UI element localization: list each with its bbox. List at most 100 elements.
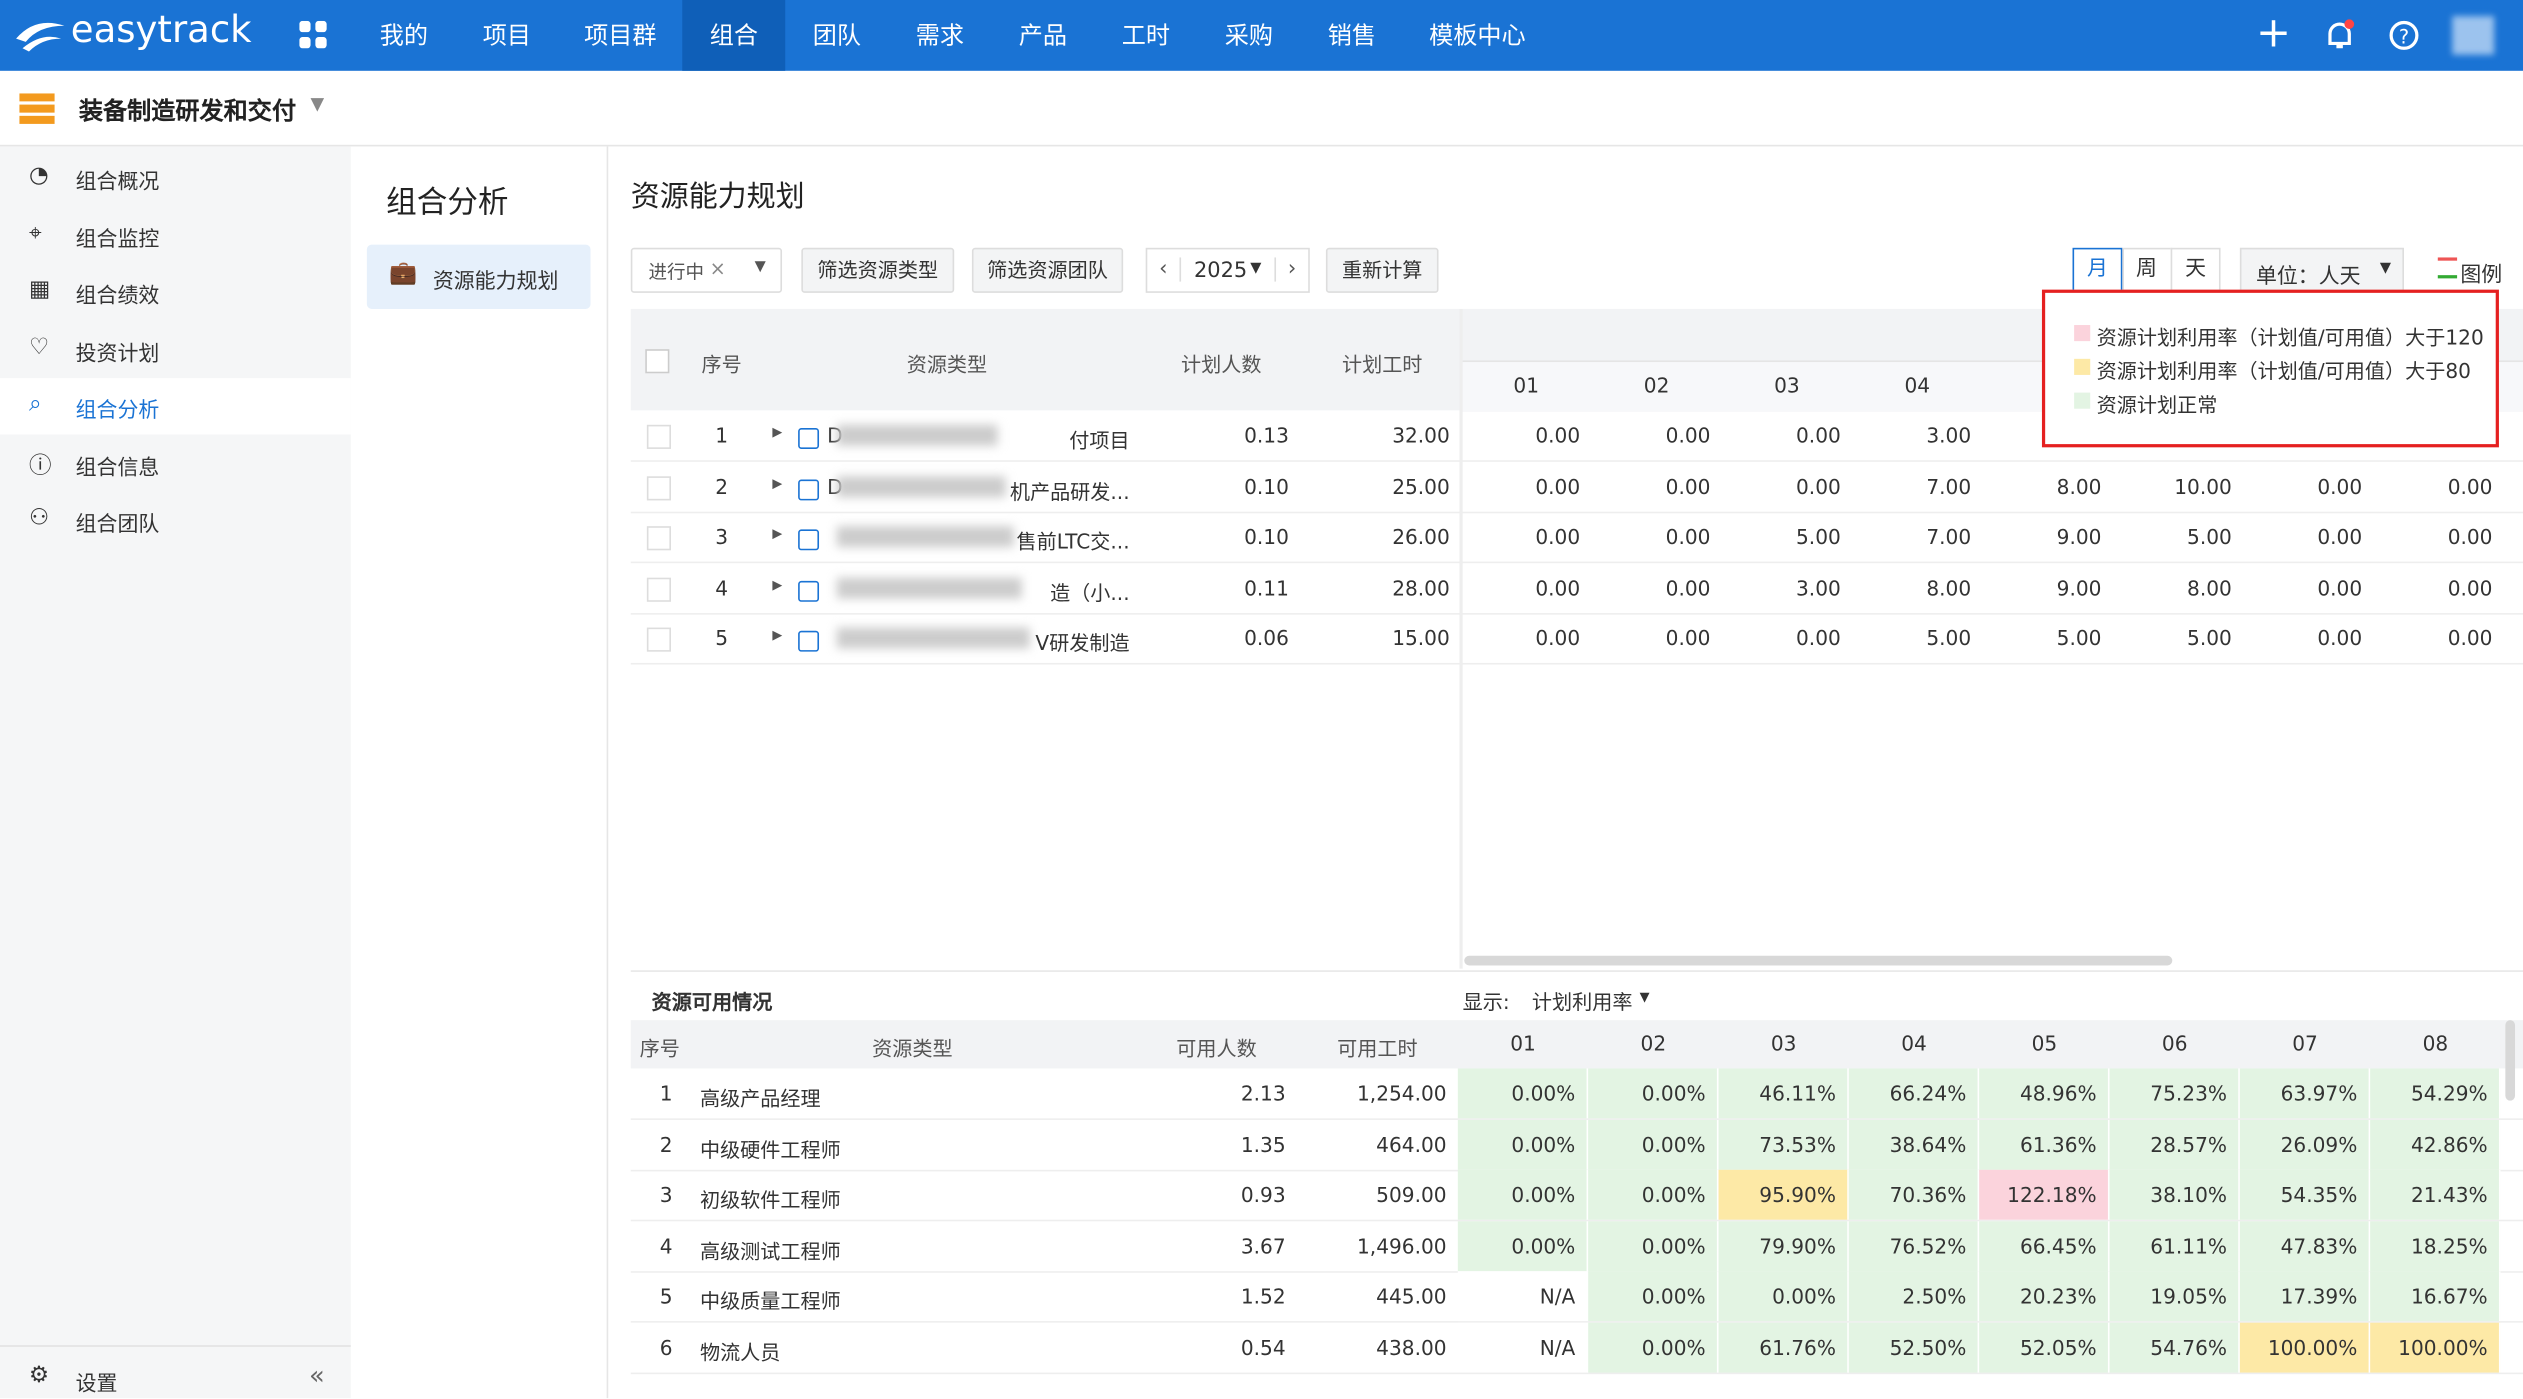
planned-people: 0.10 (1244, 524, 1289, 549)
month-value: 0.00 (1535, 625, 1581, 651)
nav-item[interactable]: 模板中心 (1429, 20, 1526, 50)
planned-hours: 28.00 (1392, 575, 1450, 600)
planned-people: 0.11 (1244, 575, 1289, 600)
sidebar-item[interactable]: ◔ 组合概况 (0, 150, 351, 206)
help-icon[interactable]: ? (2388, 19, 2420, 51)
logo-text: easytrack (70, 9, 252, 52)
nav-item[interactable]: 采购 (1224, 20, 1274, 50)
nav-item[interactable]: 我的 (379, 20, 429, 50)
row-index: 5 (659, 1284, 673, 1309)
workspace-name[interactable]: 装备制造研发和交付 (78, 96, 297, 126)
briefcase-icon: 💼 (389, 260, 418, 287)
year-picker[interactable]: ‹ 2025 ▼ › (1145, 247, 1310, 293)
sidebar-item[interactable]: ⓘ 组合信息 (0, 435, 351, 491)
resource-type: 中级硬件工程师 (699, 1136, 841, 1161)
recalc-button[interactable]: 重新计算 (1325, 247, 1439, 293)
column-header: 序号 (701, 352, 742, 377)
utilization-cell: 20.23% (1979, 1271, 2110, 1322)
avatar[interactable] (2452, 16, 2495, 55)
v-scrollbar[interactable] (2505, 1020, 2516, 1101)
checkbox[interactable] (646, 526, 671, 551)
section-divider (630, 970, 2523, 972)
status-filter[interactable]: 进行中 × ▼ (630, 247, 783, 293)
dropdown-arrow[interactable]: ▼ (310, 93, 325, 115)
expand-arrow[interactable]: ▶ (772, 627, 783, 643)
month-value: 0.00 (1665, 625, 1711, 651)
tag-close: × (709, 257, 726, 280)
bell-icon[interactable] (2324, 19, 2356, 51)
nav-item[interactable]: 组合 (682, 0, 786, 71)
checkbox[interactable] (646, 424, 671, 449)
legend-button[interactable]: 图例 (2460, 263, 2503, 289)
expand-arrow[interactable]: ▶ (772, 576, 783, 592)
expand-arrow[interactable]: ▶ (772, 424, 783, 440)
sidebar-item[interactable]: ⌕ 组合分析 (0, 378, 351, 435)
utilization-cell: 18.25% (2370, 1220, 2501, 1271)
sidebar: ⚙ 设置 « ◔ 组合概况 ⌖ 组合监控 ▦ 组合绩效 ♡ 投资计划 ⌕ 组合分析 ⓘ 组合信息 ⚇ 组合… (0, 146, 351, 1399)
nav-item[interactable]: 项目群 (584, 20, 657, 50)
subnav-item[interactable]: 💼 资源能力规划 (366, 244, 591, 309)
utilization-cell: 95.90% (1718, 1169, 1849, 1220)
display-select[interactable]: 计划利用率 (1531, 989, 1633, 1014)
utilization-cell: 0.00% (1457, 1119, 1589, 1170)
month-value: 0.00 (1796, 473, 1841, 499)
expand-arrow[interactable]: ▶ (772, 526, 783, 541)
nav-item[interactable]: 需求 (915, 20, 965, 50)
sidebar-label: 组合团队 (75, 513, 160, 538)
column-header: 可用人数 (1176, 1036, 1257, 1061)
settings-icon[interactable]: ⚙ (28, 1362, 50, 1389)
scrollbar[interactable] (1464, 955, 2173, 966)
utilization-cell: 0.00% (1588, 1321, 1719, 1372)
checkbox[interactable] (646, 475, 671, 500)
utilization-cell: N/A (1457, 1321, 1589, 1372)
apps-icon[interactable] (299, 20, 328, 50)
resource-name: 付项目 (1069, 428, 1130, 453)
column-header: 可用工时 (1337, 1036, 1418, 1061)
nav-item[interactable]: 工时 (1121, 20, 1171, 50)
add-icon[interactable]: + (2255, 9, 2292, 58)
collapse-icon[interactable]: « (308, 1359, 325, 1391)
month-value: 0.00 (1535, 575, 1581, 600)
view-tab[interactable]: 天 (2170, 247, 2221, 293)
planned-people: 0.10 (1244, 473, 1289, 499)
row-line (630, 460, 2523, 462)
month-value: 0.00 (1665, 473, 1711, 499)
sidebar-label: 组合信息 (75, 456, 160, 481)
sidebar-label: 组合绩效 (75, 284, 160, 309)
team-filter-button[interactable]: 筛选资源团队 (971, 247, 1124, 293)
type-filter-button[interactable]: 筛选资源类型 (801, 247, 955, 293)
expand-arrow[interactable]: ▶ (772, 475, 783, 490)
unit-select[interactable]: 单位：人天 ▼ (2239, 247, 2404, 293)
view-tab[interactable]: 周 (2121, 247, 2172, 293)
month-header: 08 (2422, 1031, 2449, 1056)
view-tab[interactable]: 月 (2072, 247, 2123, 293)
svg-text:?: ? (2399, 25, 2409, 48)
settings[interactable]: 设置 (75, 1372, 118, 1397)
nav-item[interactable]: 产品 (1018, 20, 1068, 50)
month-value: 0.00 (2317, 524, 2363, 549)
utilization-cell: 0.00% (1457, 1169, 1589, 1220)
blurred-name (836, 475, 1006, 497)
legend-label: 资源计划利用率（计划值/可用值）大于80 (2096, 358, 2471, 383)
sidebar-item[interactable]: ▦ 组合绩效 (0, 264, 351, 320)
nav-item[interactable]: 项目 (482, 20, 532, 50)
utilization-cell: 66.24% (1848, 1068, 1980, 1119)
nav-item[interactable]: 销售 (1327, 20, 1377, 50)
nav-item[interactable]: 团队 (812, 20, 861, 50)
checkbox[interactable] (646, 627, 671, 652)
utilization-cell: 0.00% (1457, 1220, 1589, 1271)
sidebar-item[interactable]: ⚇ 组合团队 (0, 492, 351, 548)
utilization-cell: 48.96% (1979, 1068, 2110, 1119)
column-header: 序号 (639, 1036, 680, 1061)
dropdown-arrow[interactable]: ▼ (1639, 989, 1650, 1005)
row-line (630, 662, 2523, 665)
month-value: 0.00 (1535, 473, 1581, 499)
sidebar-item[interactable]: ⌖ 组合监控 (0, 207, 351, 263)
checkbox[interactable] (646, 576, 671, 601)
checkbox[interactable] (645, 349, 670, 374)
month-header: 02 (1643, 373, 1670, 398)
sidebar-item[interactable]: ♡ 投资计划 (0, 321, 351, 377)
utilization-cell: 75.23% (2109, 1068, 2240, 1119)
utilization-cell: 73.53% (1718, 1119, 1849, 1170)
